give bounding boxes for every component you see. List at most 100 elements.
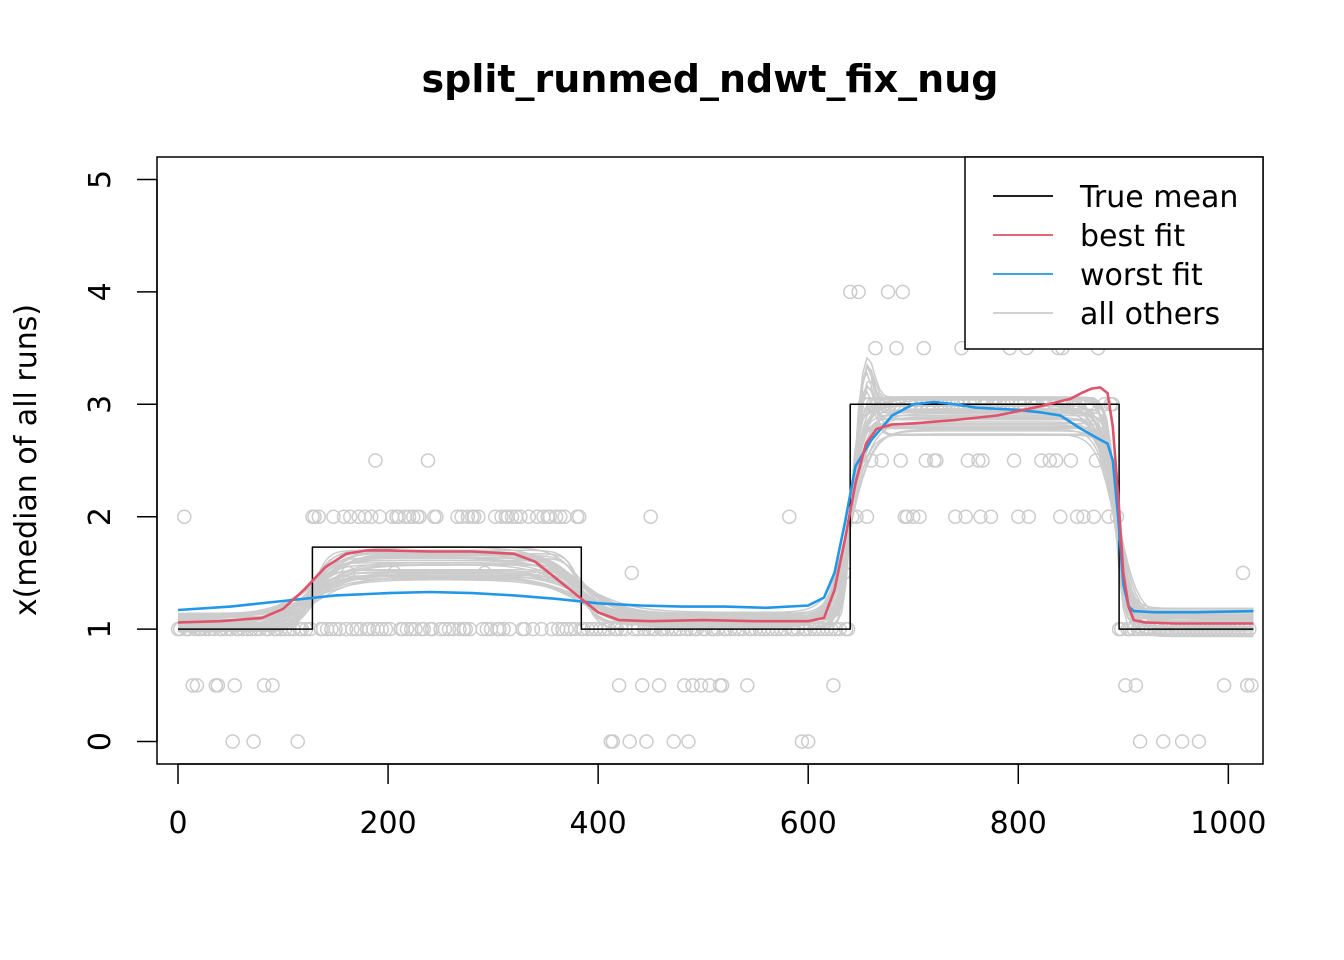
data-point xyxy=(895,284,910,300)
data-point xyxy=(782,509,797,524)
data-point xyxy=(639,734,654,749)
data-point xyxy=(504,509,520,524)
data-point xyxy=(185,678,200,693)
other-fit-line xyxy=(178,433,1254,630)
data-point xyxy=(553,509,568,524)
data-point xyxy=(1063,453,1079,468)
data-point xyxy=(517,621,532,637)
data-point xyxy=(973,509,988,524)
data-point xyxy=(345,621,360,637)
data-point xyxy=(521,509,537,524)
data-point xyxy=(307,509,322,524)
data-point xyxy=(916,340,931,356)
legend-label-best-fit: best fit xyxy=(1080,219,1185,254)
data-point xyxy=(622,734,637,749)
data-point xyxy=(1076,509,1091,524)
x-tick-label: 400 xyxy=(570,806,627,841)
data-point xyxy=(406,509,421,524)
other-fit-line xyxy=(178,404,1254,629)
data-point xyxy=(496,621,511,637)
y-tick-label: 5 xyxy=(83,170,118,189)
data-point xyxy=(826,678,841,693)
data-point xyxy=(338,621,354,637)
data-point xyxy=(324,621,339,637)
data-point xyxy=(452,621,467,637)
data-point xyxy=(1239,678,1255,693)
data-point xyxy=(975,453,990,468)
data-point xyxy=(441,621,457,637)
data-point xyxy=(605,734,621,749)
data-point xyxy=(1132,734,1148,749)
data-point xyxy=(246,734,261,749)
y-tick-label: 2 xyxy=(83,507,118,526)
data-point xyxy=(420,453,436,468)
data-point xyxy=(1011,509,1026,524)
data-point xyxy=(378,621,394,637)
data-point xyxy=(794,734,810,749)
data-point xyxy=(494,509,509,524)
data-point xyxy=(1216,678,1232,693)
data-point xyxy=(210,678,226,693)
observed-points xyxy=(170,284,1259,749)
y-tick-label: 4 xyxy=(83,282,118,301)
data-point xyxy=(399,621,415,637)
other-fit-line xyxy=(178,425,1254,632)
data-point xyxy=(1174,734,1190,749)
data-point xyxy=(1006,453,1022,468)
legend-label-others: all others xyxy=(1080,297,1220,332)
data-point xyxy=(740,678,755,693)
x-tick-label: 600 xyxy=(780,806,837,841)
other-fit-line xyxy=(178,428,1254,632)
data-point xyxy=(460,509,476,524)
data-point xyxy=(1155,734,1171,749)
best-fit-line xyxy=(177,386,1254,625)
data-point xyxy=(714,678,730,693)
data-point xyxy=(800,734,816,749)
data-point xyxy=(336,509,352,524)
data-point xyxy=(681,734,696,749)
data-point xyxy=(189,678,205,693)
data-point xyxy=(651,678,667,693)
data-point xyxy=(408,621,423,637)
data-point xyxy=(368,453,383,468)
y-tick-label: 0 xyxy=(83,732,118,751)
data-point xyxy=(1034,453,1049,468)
data-point xyxy=(401,509,417,524)
data-point xyxy=(635,678,650,693)
legend-box xyxy=(964,156,1264,350)
data-point xyxy=(416,621,432,637)
data-point xyxy=(364,509,379,524)
data-point xyxy=(960,453,976,468)
data-point xyxy=(677,678,692,693)
data-point xyxy=(372,509,387,524)
data-point xyxy=(643,509,658,524)
other-fit-line xyxy=(178,397,1254,624)
data-point xyxy=(326,509,341,524)
data-point xyxy=(1191,734,1207,749)
data-point xyxy=(311,509,327,524)
data-point xyxy=(429,509,444,524)
data-point xyxy=(685,678,700,693)
data-point xyxy=(948,509,963,524)
data-point xyxy=(893,453,908,468)
data-point xyxy=(842,284,858,300)
data-point xyxy=(177,509,192,524)
data-point xyxy=(412,509,427,524)
data-point xyxy=(1021,509,1037,524)
data-point xyxy=(1235,565,1251,581)
x-axis: 0 200 400 600 800 1000 xyxy=(168,763,1267,841)
data-point xyxy=(542,509,558,524)
other-fit-line xyxy=(178,430,1254,638)
data-point xyxy=(1042,453,1058,468)
data-point xyxy=(874,453,889,468)
other-fit-line xyxy=(178,426,1254,624)
data-point xyxy=(666,734,682,749)
x-tick-label: 800 xyxy=(990,806,1047,841)
data-point xyxy=(1069,509,1085,524)
chart-title: split_runmed_ndwt_fix_nug xyxy=(422,57,999,101)
data-point xyxy=(918,453,934,468)
data-point xyxy=(548,509,564,524)
data-point xyxy=(227,678,242,693)
legend-label-true-mean: True mean xyxy=(1079,180,1238,215)
data-point xyxy=(1086,509,1102,524)
